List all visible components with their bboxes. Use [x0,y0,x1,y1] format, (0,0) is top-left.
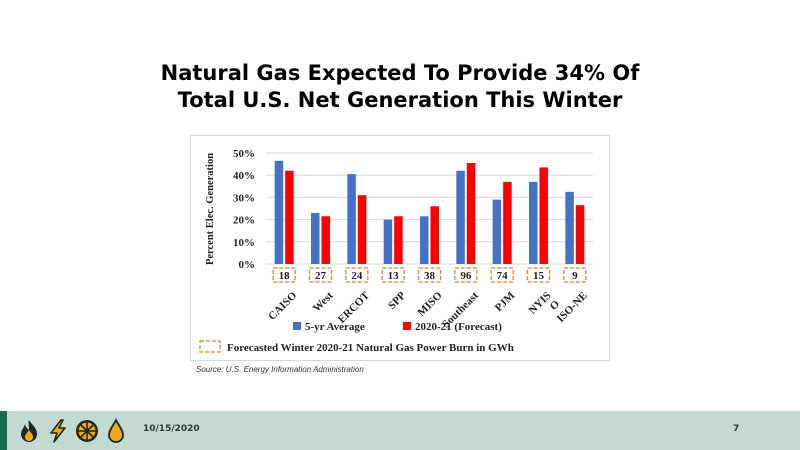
burn-value: 9 [572,270,578,282]
bar-forecast [539,167,548,264]
legend-label-5yr: 5-yr Average [305,321,365,333]
wheel-icon [76,420,98,442]
category-label: CAISO [266,289,299,322]
bar-forecast [394,216,403,264]
burn-value: 27 [315,270,327,282]
y-tick-label: 0% [239,259,256,271]
flame-icon [21,420,37,442]
bar-5yr-average [420,216,429,264]
chart-frame: 0% 10% 20% 30% 40% 50% Percent Elec. Generatio… [190,135,610,361]
category-label: SPP [386,289,409,312]
page-number: 7 [733,424,740,434]
burn-value: 13 [388,270,400,282]
burn-value: 96 [460,270,472,282]
footer-accent [0,411,7,450]
droplet-icon [108,418,124,443]
burn-value: 24 [351,270,363,282]
burn-value: 15 [533,270,545,282]
title-line-2: Total U.S. Net Generation This Winter [177,88,623,112]
y-tick-label: 40% [233,170,255,182]
bar-forecast [575,205,585,264]
bar-forecast [321,216,330,264]
bar-5yr-average [274,160,284,264]
bar-5yr-average [529,181,538,264]
y-tick-label: 30% [233,192,255,204]
bar-5yr-average [456,170,465,264]
slide-title: Natural Gas Expected To Provide 34% Of T… [0,60,800,114]
legend-label-forecast: 2020-21 (Forecast) [415,321,502,333]
title-line-1: Natural Gas Expected To Provide 34% Of [160,61,640,85]
legend-swatch-forecast [403,322,411,330]
legend-label-burn: Forecasted Winter 2020-21 Natural Gas Po… [227,342,514,354]
bar-forecast [285,170,294,264]
slide-date: 10/15/2020 [143,424,200,434]
y-tick-label: 50% [233,148,255,160]
bar-5yr-average [311,212,320,264]
burn-value: 18 [279,270,291,282]
lightning-icon [50,419,66,443]
bar-forecast [357,195,367,264]
legend-swatch-burn [199,340,221,353]
bar-forecast [503,181,512,264]
burn-value: 74 [497,270,509,282]
bar-5yr-average [565,191,574,264]
y-tick-label: 20% [233,215,255,227]
bar-5yr-average [383,219,393,264]
burn-value: 38 [424,270,436,282]
bar-5yr-average [492,199,502,264]
y-axis-label: Percent Elec. Generation [205,153,216,265]
bar-forecast [430,206,439,264]
category-label: MISO [415,289,445,319]
footer-bar [0,411,800,450]
source-note: Source: U.S. Energy Information Administ… [196,365,364,374]
y-tick-label: 10% [233,237,255,249]
bar-forecast [466,162,476,264]
category-label: West [311,289,336,314]
legend-swatch-5yr [293,322,301,330]
category-label: PJM [493,289,518,314]
bar-5yr-average [347,174,356,264]
bar-chart: 0% 10% 20% 30% 40% 50% Percent Elec. Generatio… [199,148,593,354]
